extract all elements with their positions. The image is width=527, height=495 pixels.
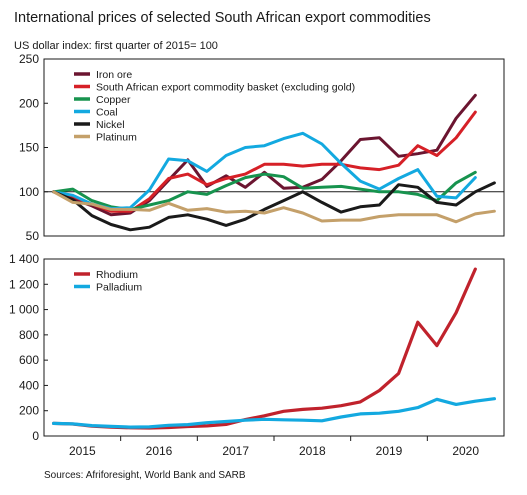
y-tick-label: 50 <box>26 229 40 243</box>
y-tick-label: 0 <box>32 429 39 443</box>
x-tick-label: 2016 <box>146 444 173 458</box>
series-line-palladium <box>51 397 496 429</box>
x-tick-label: 2015 <box>69 444 96 458</box>
y-tick-label: 200 <box>19 404 39 418</box>
x-tick-label: 2020 <box>452 444 479 458</box>
y-tick-label: 1 200 <box>9 277 39 291</box>
legend-label-coal: Coal <box>96 107 118 119</box>
y-tick-label: 200 <box>19 96 39 110</box>
series-line-south-african-export-commodity-basket-excluding-gold <box>52 110 477 213</box>
y-tick-label: 100 <box>19 185 39 199</box>
legend-label-nickel: Nickel <box>96 119 125 131</box>
legend-label-rhodium: Rhodium <box>96 269 138 281</box>
y-tick-label: 1 400 <box>9 252 39 266</box>
chart-title: International prices of selected South A… <box>14 10 431 26</box>
legend-label-platinum: Platinum <box>96 132 137 144</box>
pgm-index-panel: 1 400 1 200 1 000 800 600 400 200 0 RhodiumPalla… <box>9 252 505 443</box>
legend-label-iron-ore: Iron ore <box>96 69 132 81</box>
x-axis: 2015 2016 2017 2018 2019 2020 <box>69 436 479 458</box>
series-line-nickel <box>52 181 496 232</box>
x-tick-label: 2018 <box>299 444 326 458</box>
legend-label-copper: Copper <box>96 94 131 106</box>
legend-label-palladium: Palladium <box>96 282 142 294</box>
x-tick-label: 2017 <box>222 444 249 458</box>
y-tick-label: 600 <box>19 353 39 367</box>
chart-subtitle: US dollar index: first quarter of 2015= … <box>14 40 218 52</box>
y-tick-label: 1 000 <box>9 303 39 317</box>
series-line-copper <box>52 170 477 211</box>
series-line-iron-ore <box>52 93 477 217</box>
sources-note: Sources: Afriforesight, World Bank and S… <box>44 470 246 481</box>
y-tick-label: 800 <box>19 328 39 342</box>
y-tick-label: 150 <box>19 141 39 155</box>
x-tick-label: 2019 <box>376 444 403 458</box>
series-line-platinum <box>52 190 496 224</box>
legend-label-south-african-export-commodity-basket-excluding-gold: South African export commodity basket (e… <box>96 82 355 94</box>
y-tick-label: 400 <box>19 378 39 392</box>
y-tick-label: 250 <box>19 52 39 66</box>
